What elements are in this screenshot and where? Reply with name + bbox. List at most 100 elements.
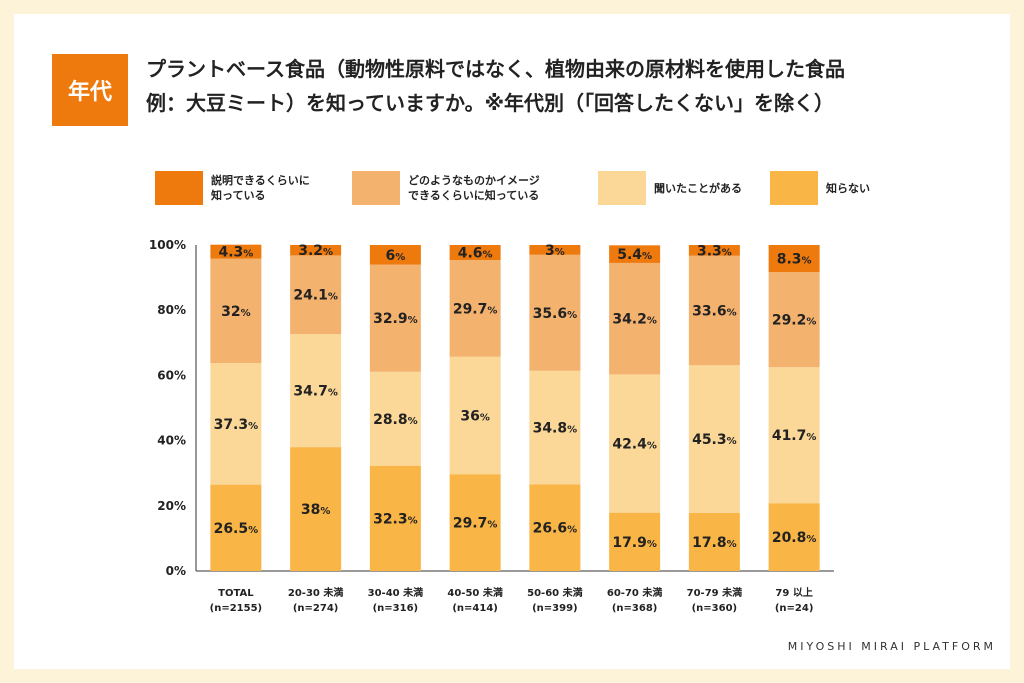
y-tick-label: 0% (166, 564, 186, 578)
y-tick-label: 40% (157, 434, 186, 448)
legend-swatch-unknown (770, 171, 818, 205)
bar-segment (290, 333, 342, 448)
legend-label: 知っている (211, 189, 266, 202)
legend-label: 知らない (826, 181, 870, 195)
legend-label: できるくらいに知っている (408, 189, 540, 202)
bar-segment (290, 255, 342, 334)
data-label: 35.6% (533, 306, 578, 322)
x-tick-label: 30-40 未満 (368, 586, 423, 599)
legend-label: どのようなものかイメージ (408, 174, 540, 187)
bar-segment (449, 259, 501, 357)
x-tick-sample-size: (n=2155) (210, 603, 262, 614)
bar-segment (210, 484, 262, 571)
bar-segment (768, 272, 820, 368)
x-tick-sample-size: (n=360) (692, 603, 738, 614)
data-label: 42.4% (612, 437, 657, 453)
x-tick-label: 60-70 未満 (607, 586, 662, 599)
data-label: 24.1% (293, 288, 338, 304)
data-label: 29.2% (772, 313, 817, 329)
bar-segment (609, 245, 661, 263)
bar-segment (529, 245, 581, 255)
data-label: 45.3% (692, 432, 737, 448)
bar-segment (369, 465, 421, 571)
data-label: 6% (385, 248, 405, 264)
legend-swatch-image (352, 171, 400, 205)
bar-segment (609, 512, 661, 571)
legend-image: どのようなものかイメージ できるくらいに知っている (352, 171, 540, 205)
bar-segment (609, 374, 661, 513)
data-label: 3.2% (298, 243, 333, 259)
data-label: 36% (460, 408, 490, 424)
data-label: 32.9% (373, 311, 418, 327)
bar-segment (369, 264, 421, 372)
bar-segment (529, 254, 581, 371)
y-tick-label: 80% (157, 303, 186, 317)
data-label: 32% (221, 304, 251, 320)
x-tick-label: TOTAL (218, 588, 254, 599)
data-label: 34.8% (533, 421, 578, 437)
x-tick-sample-size: (n=368) (612, 603, 658, 614)
x-tick-sample-size: (n=399) (532, 603, 578, 614)
data-label: 8.3% (777, 252, 812, 268)
x-tick-label: 79 以上 (775, 586, 812, 599)
data-label: 41.7% (772, 428, 817, 444)
data-label: 29.7% (453, 516, 498, 532)
data-label: 3.3% (697, 243, 732, 259)
data-label: 32.3% (373, 511, 418, 527)
data-label: 26.6% (533, 521, 578, 537)
bar-segment (369, 245, 421, 265)
data-label: 34.7% (293, 384, 338, 400)
bar-segment (688, 365, 740, 513)
data-label: 20.8% (772, 530, 817, 546)
x-tick-sample-size: (n=24) (775, 603, 814, 614)
bar-segment (529, 370, 581, 485)
bar-segment (449, 245, 501, 260)
y-tick-label: 20% (157, 499, 186, 513)
title-line-1: プラントベース食品（動物性原料ではなく、植物由来の原材料を使用した食品 (146, 57, 845, 81)
data-label: 5.4% (617, 247, 652, 263)
chart-card (14, 14, 1010, 669)
data-label: 17.9% (612, 535, 657, 551)
data-label: 37.3% (214, 417, 259, 433)
brand-logo-text: MIYOSHI MIRAI PLATFORM (787, 640, 996, 653)
bar-segment (369, 371, 421, 466)
data-label: 33.6% (692, 304, 737, 320)
y-tick-label: 100% (149, 238, 186, 252)
bar-segment (210, 363, 262, 485)
bar-segment (529, 484, 581, 571)
bar-segment (688, 512, 740, 571)
data-label: 4.6% (458, 245, 493, 261)
bar-segment (290, 447, 342, 571)
bar-segment (768, 503, 820, 571)
bar-segment (688, 245, 740, 256)
data-label: 26.5% (214, 521, 259, 537)
title-line-2: 例：大豆ミート）を知っていますか。※年代別（「回答したくない」を除く） (146, 91, 835, 115)
x-tick-label: 40-50 未満 (447, 586, 502, 599)
x-tick-sample-size: (n=274) (293, 603, 339, 614)
x-tick-label: 20-30 未満 (288, 586, 343, 599)
x-tick-sample-size: (n=414) (452, 603, 498, 614)
bar-segment (768, 367, 820, 504)
legend-label: 説明できるくらいに (211, 174, 310, 187)
bar-segment (290, 245, 342, 256)
category-tag: 年代 (52, 54, 128, 126)
bar-segment (449, 474, 501, 571)
data-label: 3% (545, 243, 565, 259)
bar-segment (688, 255, 740, 366)
legend-unknown: 知らない (770, 171, 870, 205)
legend-swatch-heard (598, 171, 646, 205)
data-label: 29.7% (453, 301, 498, 317)
data-label: 38% (301, 502, 331, 518)
x-tick-label: 70-79 未満 (687, 586, 742, 599)
legend-swatch-explain (155, 171, 203, 205)
data-label: 28.8% (373, 412, 418, 428)
bar-segment (449, 356, 501, 475)
legend-label: 聞いたことがある (654, 181, 742, 195)
y-tick-label: 60% (157, 368, 186, 382)
data-label: 17.8% (692, 535, 737, 551)
data-label: 34.2% (612, 312, 657, 328)
bar-segment (210, 258, 262, 364)
bar-segment (210, 244, 262, 259)
bar-segment (609, 262, 661, 375)
